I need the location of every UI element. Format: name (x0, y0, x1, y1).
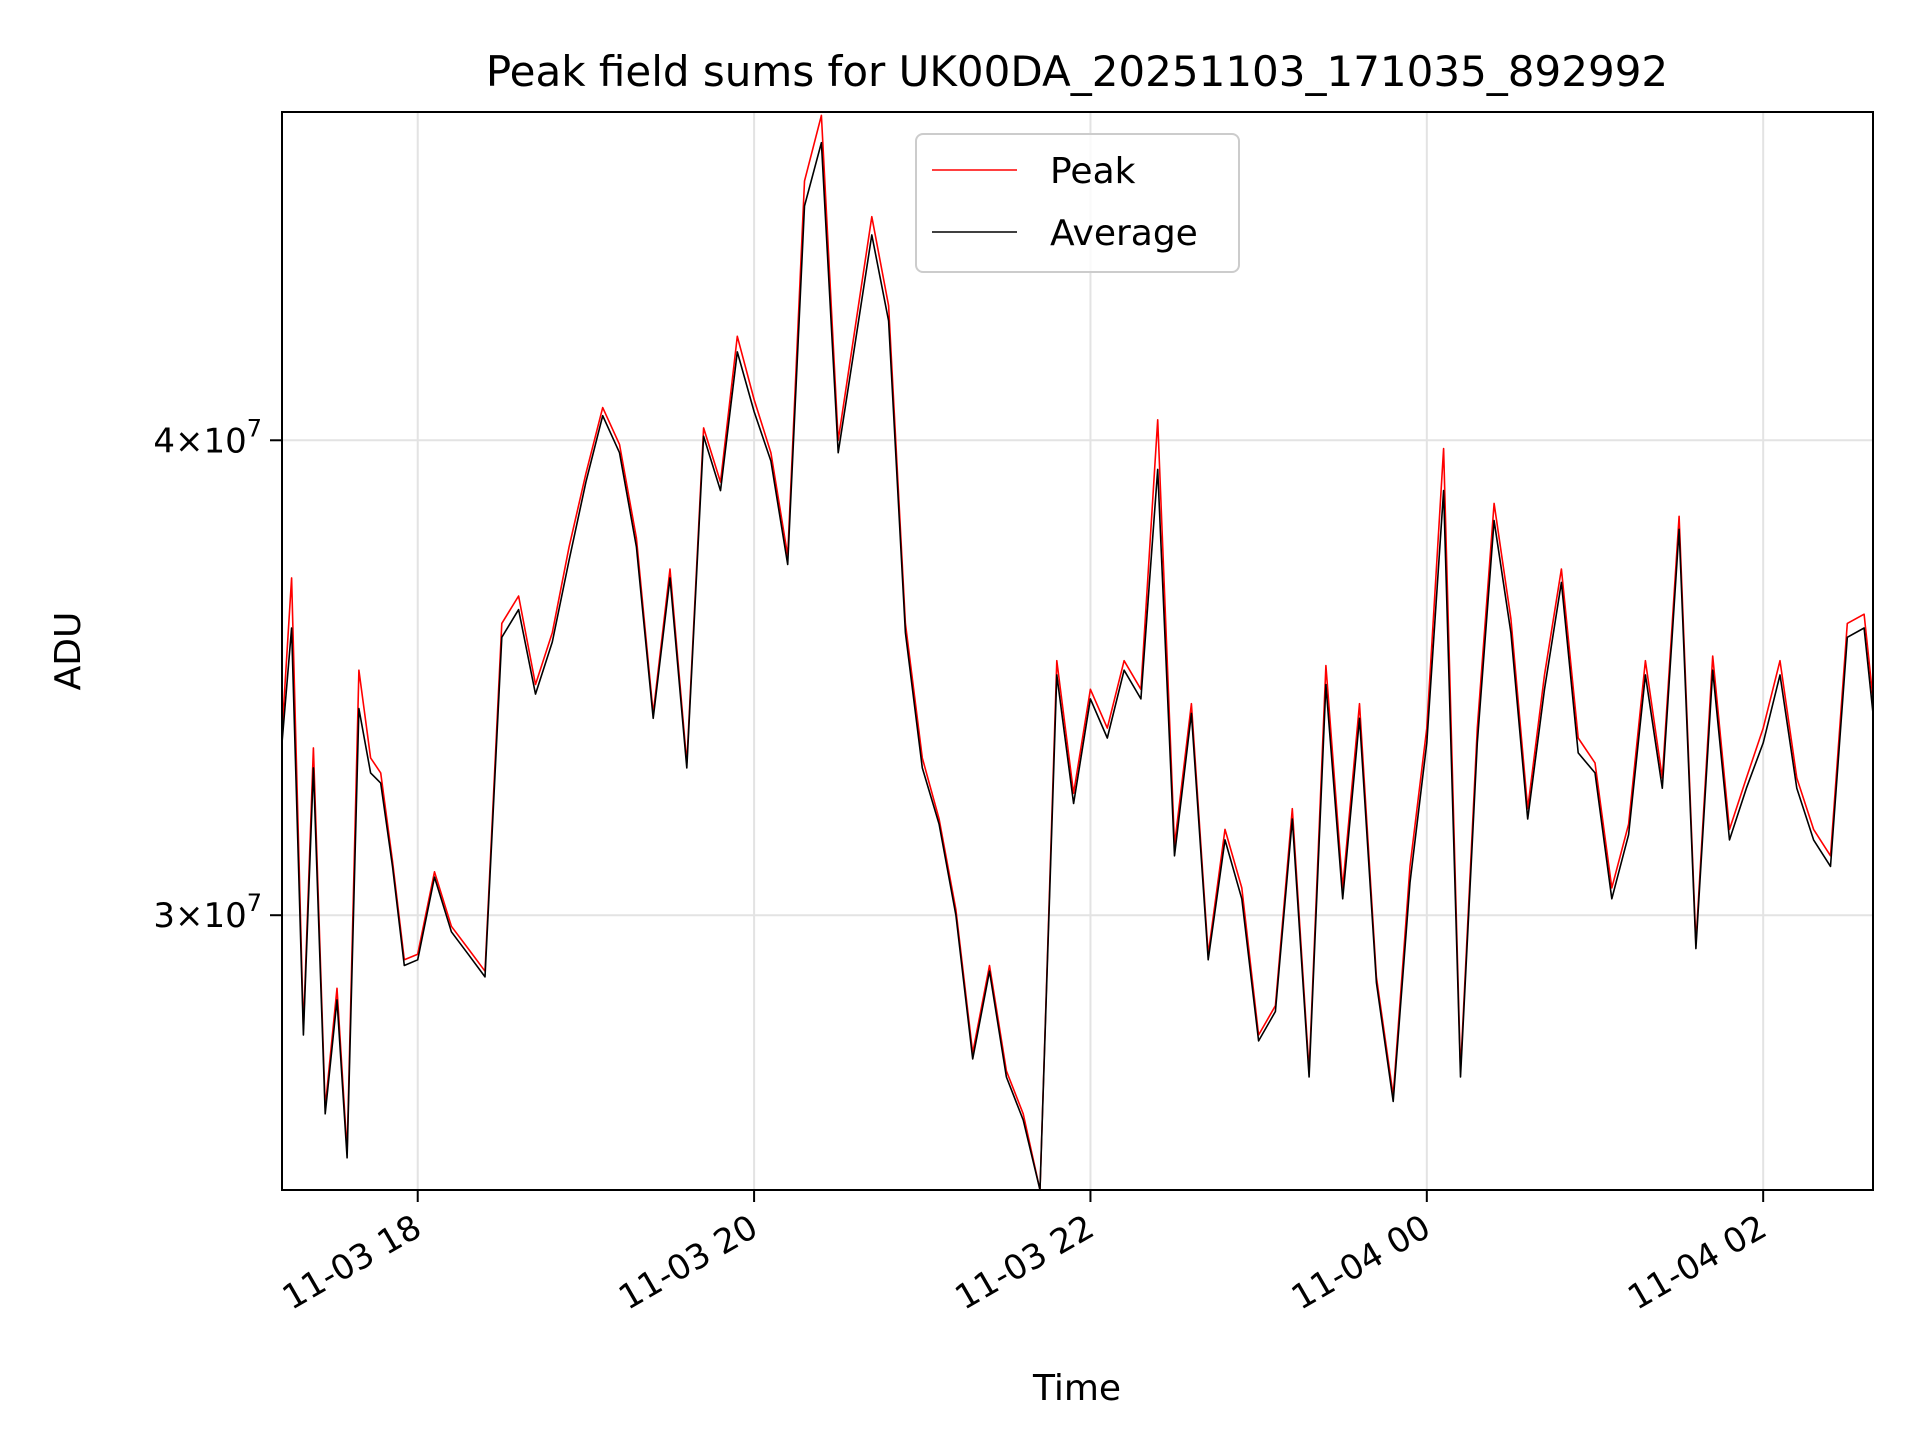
legend-average-label: Average (1050, 213, 1198, 254)
y-axis-label: ADU (48, 612, 89, 691)
x-axis-label: Time (1032, 1368, 1121, 1409)
legend: Peak Average (915, 133, 1240, 273)
y-axis: 3×107 4×107 (153, 414, 282, 936)
grid-lines (282, 112, 1873, 1190)
chart-title: Peak field sums for UK00DA_20251103_1710… (486, 47, 1668, 96)
legend-peak-label: Peak (1050, 151, 1136, 192)
y-tick-label-1: 4×107 (153, 414, 262, 461)
legend-box (915, 133, 1240, 273)
plot-frame (281, 111, 1874, 1191)
y-tick-label-0: 3×107 (153, 889, 262, 936)
